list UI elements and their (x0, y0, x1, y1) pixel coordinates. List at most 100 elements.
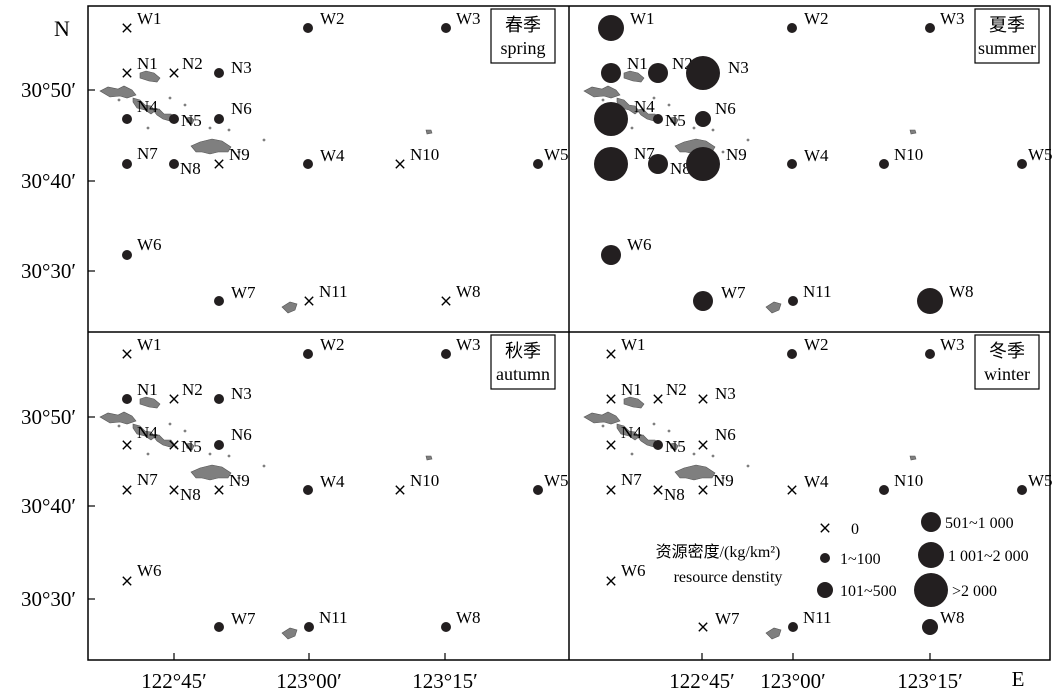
east-label: E (1012, 667, 1025, 691)
station-label: N8 (670, 159, 691, 178)
station-label: N11 (319, 282, 348, 301)
zero-density-marker (606, 440, 616, 450)
lat-tick-label: 30°50′ (21, 78, 76, 102)
density-marker (686, 56, 720, 90)
zero-density-marker (169, 394, 179, 404)
density-marker (303, 159, 313, 169)
station-n5: N5 (653, 111, 686, 130)
station-n9: N9 (698, 471, 734, 495)
station-w5: W5 (1017, 471, 1052, 495)
lat-tick-label: 30°50′ (21, 405, 76, 429)
island-landmass (132, 97, 156, 115)
station-label: N8 (180, 485, 201, 504)
islet (183, 103, 187, 107)
station-n2: N2 (653, 380, 687, 404)
station-n9: N9 (214, 145, 250, 169)
lon-tick-label: 122°45′ (141, 669, 207, 693)
zero-density-marker (169, 485, 179, 495)
density-marker (122, 114, 132, 124)
station-label: W6 (621, 561, 646, 580)
station-label: N10 (410, 471, 439, 490)
legend-symbol-5 (914, 573, 948, 607)
station-n3: N3 (214, 58, 252, 78)
zero-density-marker (606, 485, 616, 495)
station-label: N4 (634, 97, 655, 116)
station-n7: N7 (122, 470, 158, 495)
panel-spring: 春季 spring W1 W2 W3 N1 N2 N3 N4 N5 N6 N7 N8 N9 W4 N10 W5 W… (99, 8, 569, 314)
legend-title-zh: 资源密度/(kg/km²) (656, 543, 781, 561)
station-n7: N7 (606, 470, 642, 495)
islet (117, 98, 121, 102)
island-landmass (281, 301, 298, 314)
station-n5: N5 (169, 437, 202, 456)
island-landmass (616, 423, 640, 441)
station-n10: N10 (395, 145, 439, 169)
station-w2: W2 (787, 9, 829, 33)
density-marker (788, 622, 798, 632)
lon-tick-label: 123°00′ (760, 669, 826, 693)
lon-tick-label: 123°15′ (412, 669, 478, 693)
legend-class-label: >2 000 (952, 583, 997, 600)
station-w8: W8 (441, 608, 481, 632)
island-landmass (765, 301, 782, 314)
density-marker (214, 394, 224, 404)
station-w2: W2 (303, 335, 345, 359)
zero-density-marker (441, 296, 451, 306)
station-label: N10 (894, 471, 923, 490)
density-marker (214, 68, 224, 78)
station-label: W5 (544, 145, 569, 164)
station-w3: W3 (925, 9, 965, 33)
station-label: N1 (137, 380, 158, 399)
islet (227, 128, 231, 132)
season-label-zh: 春季 (505, 15, 541, 35)
station-label: W3 (456, 9, 481, 28)
station-w7: W7 (693, 283, 746, 311)
station-label: W1 (137, 9, 162, 28)
density-marker (598, 15, 624, 41)
density-marker (122, 159, 132, 169)
density-marker (303, 23, 313, 33)
density-marker (214, 296, 224, 306)
density-marker (594, 102, 628, 136)
station-n2: N2 (648, 54, 693, 83)
station-label: N3 (231, 384, 252, 403)
density-marker (303, 485, 313, 495)
season-label-en: autumn (496, 364, 550, 384)
island-landmass (185, 442, 195, 451)
station-n3: N3 (214, 384, 252, 404)
station-label: N3 (715, 384, 736, 403)
density-marker (653, 440, 663, 450)
station-label: N9 (229, 145, 250, 164)
station-label: W8 (456, 608, 481, 627)
station-label: N7 (137, 144, 158, 163)
panel-winter: 冬季 winter W1 W2 W3 N1 N2 N3 N4 N5 N6 N7 N8 N9 W4 N10 W5 W… (583, 334, 1052, 640)
station-w5: W5 (1017, 145, 1052, 169)
zero-density-marker (653, 394, 663, 404)
station-label: W8 (949, 282, 974, 301)
zero-density-marker (395, 159, 405, 169)
density-marker (653, 114, 663, 124)
station-w7: W7 (698, 609, 740, 632)
density-marker (1017, 159, 1027, 169)
station-w4: W4 (303, 472, 345, 495)
island-landmass (99, 85, 137, 99)
islet (262, 138, 266, 142)
station-n4: N4 (594, 97, 655, 136)
station-n8: N8 (169, 159, 201, 178)
station-n6: N6 (214, 425, 252, 450)
panel-summer: 夏季 summer W1 W2 W3 N1 N2 N3 N4 N5 N6 N7 N8 N9 W4 N10 W5 W… (583, 8, 1052, 314)
panel-autumn: 秋季 autumn W1 W2 W3 N1 N2 N3 N4 N5 N6 N7 N8 N9 W4 N10 W5 W… (99, 334, 569, 640)
islet (183, 429, 187, 433)
zero-density-marker (122, 576, 132, 586)
islet (630, 126, 634, 130)
station-label: N5 (181, 437, 202, 456)
island-landmass (765, 627, 782, 640)
station-w6: W6 (122, 235, 162, 260)
season-label-zh: 秋季 (505, 341, 541, 361)
islet (711, 454, 715, 458)
season-label-en: winter (984, 364, 1030, 384)
islet (117, 424, 121, 428)
legend-symbol-2 (817, 582, 833, 598)
station-label: W5 (544, 471, 569, 490)
season-label-box (974, 8, 1040, 64)
